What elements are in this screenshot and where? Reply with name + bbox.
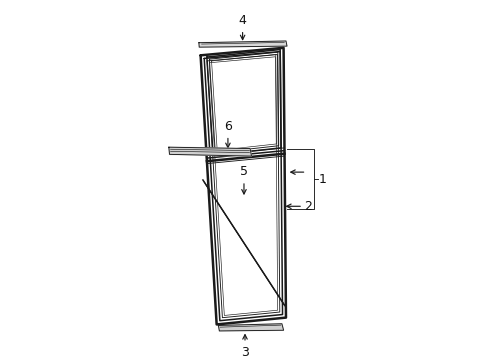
- Polygon shape: [169, 147, 251, 156]
- Polygon shape: [199, 41, 287, 47]
- Polygon shape: [219, 324, 284, 331]
- Text: 3: 3: [241, 346, 249, 359]
- Text: 1: 1: [319, 173, 327, 186]
- Text: 6: 6: [224, 120, 232, 133]
- Text: 4: 4: [239, 14, 246, 27]
- Text: 2: 2: [304, 200, 312, 213]
- Text: 5: 5: [240, 165, 248, 178]
